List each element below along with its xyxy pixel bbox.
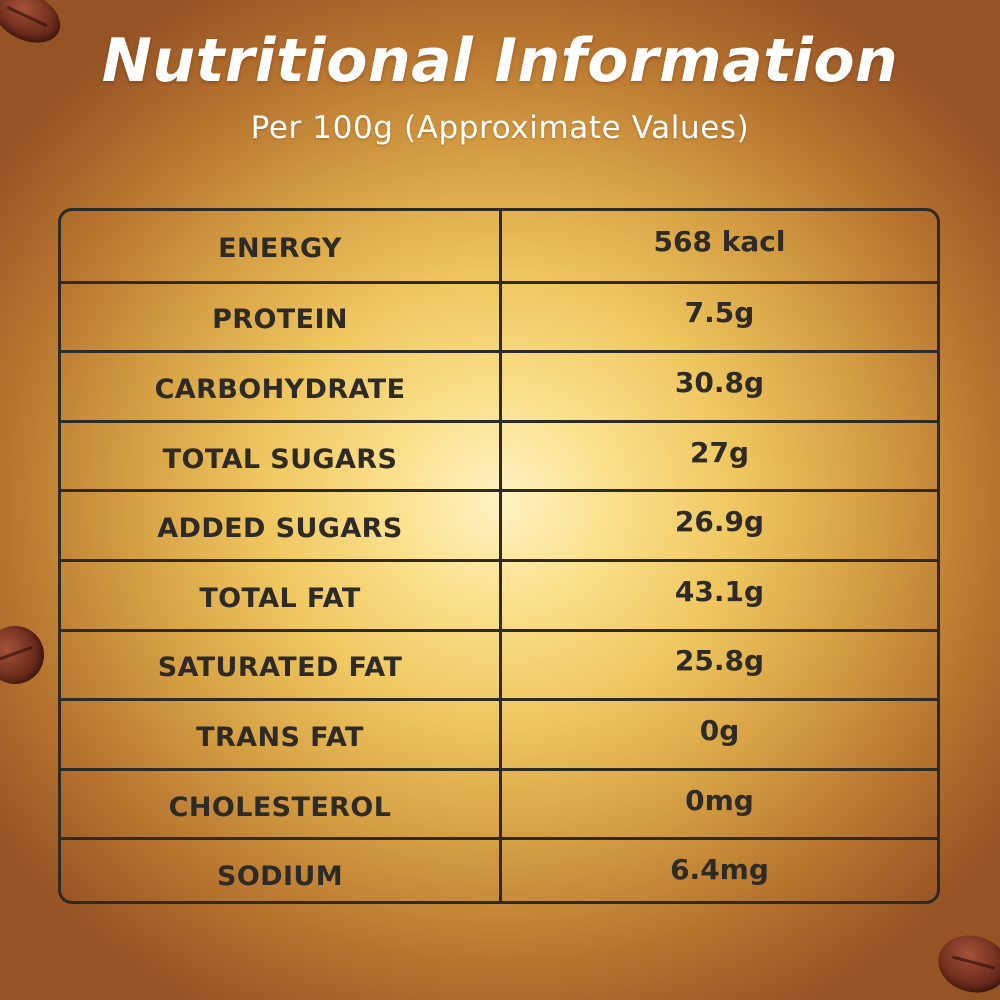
cocoa-bean-icon — [931, 927, 1000, 1000]
nutrient-value: 7.5g — [684, 296, 755, 330]
nutrient-label: SODIUM — [61, 840, 502, 901]
page-title: Nutritional Information — [101, 26, 899, 96]
table-row: SODIUM 6.4mg — [61, 837, 937, 901]
table-row: TRANS FAT 0g — [61, 698, 937, 768]
nutrient-value: 26.9g — [674, 505, 765, 539]
cocoa-bean-icon — [0, 617, 53, 693]
nutrient-label: TOTAL FAT — [61, 561, 502, 629]
nutrient-value: 568 kacl — [653, 225, 786, 259]
nutrient-value: 6.4mg — [670, 853, 769, 887]
nutrient-value: 30.8g — [674, 365, 765, 399]
table-row: ADDED SUGARS 26.9g — [61, 489, 937, 559]
nutrient-value: 0mg — [685, 783, 754, 817]
table-row: PROTEIN 7.5g — [61, 280, 937, 351]
nutrient-label: CHOLESTEROL — [61, 770, 502, 838]
table-row: ENERGY 568 kacl — [61, 211, 937, 281]
nutrient-label: SATURATED FAT — [61, 631, 502, 699]
nutrient-value: 27g — [689, 435, 749, 469]
nutrient-label: TOTAL SUGARS — [61, 422, 502, 490]
table-row: CHOLESTEROL 0mg — [61, 767, 937, 838]
nutrient-label: ADDED SUGARS — [61, 492, 502, 559]
nutrient-label: ENERGY — [61, 211, 502, 281]
page-subtitle: Per 100g (Approximate Values) — [250, 110, 750, 146]
nutrient-label: PROTEIN — [61, 283, 502, 351]
nutrition-table: ENERGY 568 kacl PROTEIN 7.5g CARBOHYDRAT… — [58, 208, 940, 904]
nutrient-label: CARBOHYDRATE — [61, 353, 502, 420]
table-row: CARBOHYDRATE 30.8g — [61, 350, 937, 420]
nutrient-value: 25.8g — [674, 644, 765, 678]
table-row: TOTAL FAT 43.1g — [61, 558, 937, 629]
table-row: TOTAL SUGARS 27g — [61, 419, 937, 490]
table-row: SATURATED FAT 25.8g — [61, 628, 937, 699]
nutrient-value: 43.1g — [674, 574, 765, 608]
nutrient-label: TRANS FAT — [61, 701, 502, 768]
nutrient-value: 0g — [699, 713, 740, 747]
